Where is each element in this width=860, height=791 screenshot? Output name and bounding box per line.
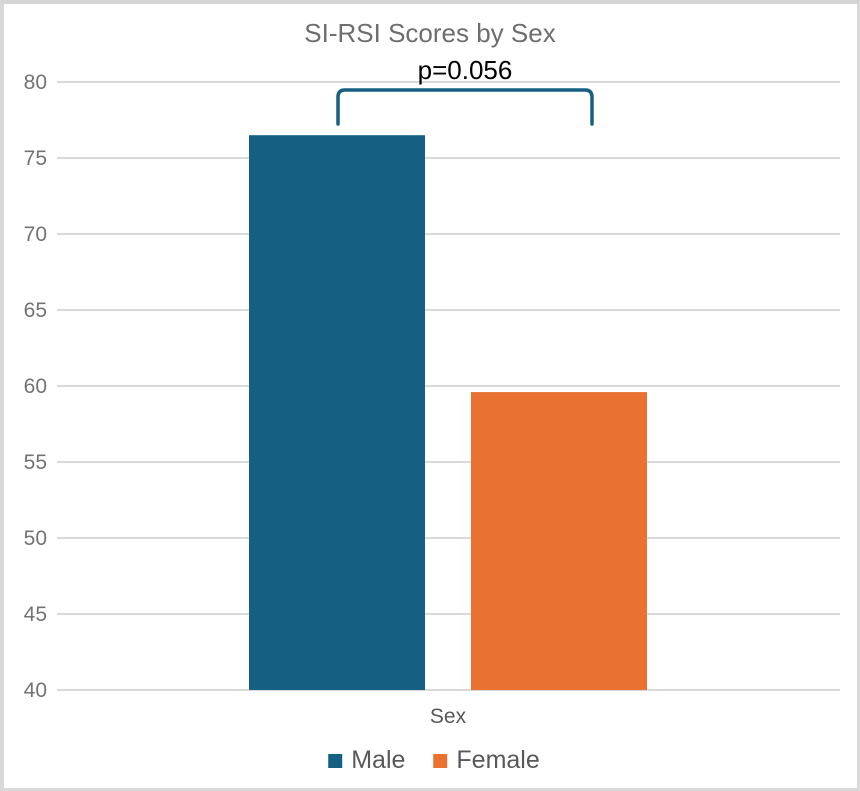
legend-entry-male: Male (328, 746, 405, 775)
y-axis-tick-65: 65 (24, 299, 47, 322)
bar-male (249, 135, 425, 690)
legend: Male Female (328, 746, 540, 775)
legend-label: Male (351, 746, 406, 774)
legend-swatch-icon (328, 753, 343, 768)
y-axis-tick-60: 60 (24, 375, 47, 398)
legend-entry-female: Female (433, 746, 540, 775)
p-value-annotation: p=0.056 (417, 55, 513, 85)
x-axis-title: Sex (429, 705, 467, 728)
significance-bracket (336, 88, 594, 126)
y-axis-tick-75: 75 (24, 147, 47, 170)
y-axis-tick-55: 55 (24, 451, 47, 474)
y-axis-tick-70: 70 (24, 223, 47, 246)
bar-female (471, 392, 647, 690)
y-axis-tick-45: 45 (24, 603, 47, 626)
y-axis-tick-50: 50 (24, 527, 47, 550)
y-axis-tick-80: 80 (24, 71, 47, 94)
legend-swatch-icon (433, 753, 448, 768)
chart-title: SI-RSI Scores by Sex (304, 18, 556, 48)
y-axis-tick-40: 40 (24, 679, 47, 702)
legend-label: Female (456, 746, 540, 774)
